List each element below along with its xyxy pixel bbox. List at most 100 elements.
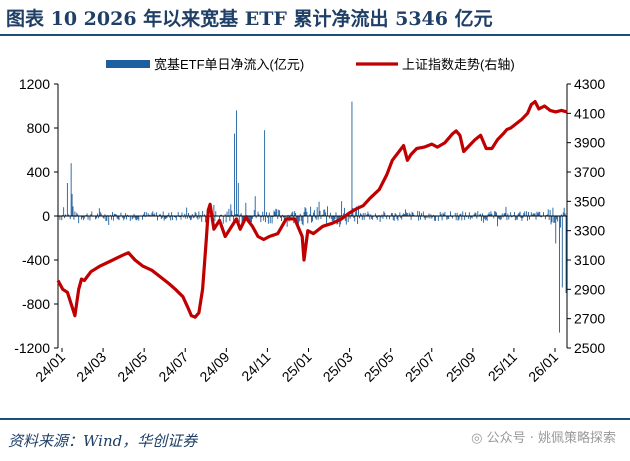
bar: [401, 216, 403, 220]
bar: [549, 209, 551, 216]
left-tick-label: -1200: [14, 340, 50, 356]
bar: [105, 216, 107, 222]
bar: [238, 216, 240, 223]
bar: [326, 216, 328, 226]
bar: [425, 216, 427, 219]
bar: [96, 213, 98, 216]
bar: [459, 214, 461, 216]
bar: [531, 214, 533, 216]
bar: [497, 216, 499, 219]
bar: [103, 216, 105, 219]
line-series: [56, 100, 568, 319]
bar: [204, 214, 205, 216]
bar: [505, 206, 507, 216]
bar: [312, 216, 313, 222]
bar: [180, 216, 182, 220]
bar: [419, 211, 421, 216]
bar: [242, 216, 244, 222]
bar: [115, 214, 117, 216]
bar: [526, 211, 528, 216]
bar: [456, 212, 458, 216]
bar: [409, 213, 411, 216]
bar: [345, 216, 347, 225]
bar: [325, 212, 327, 216]
bar: [408, 212, 410, 216]
bar: [266, 212, 267, 216]
bar: [156, 212, 158, 216]
bar: [114, 213, 116, 216]
bar: [181, 212, 183, 216]
bar: [149, 214, 151, 216]
bar: [127, 214, 128, 216]
right-tick-label: 3900: [574, 135, 605, 151]
bar: [235, 214, 236, 216]
bar: [321, 214, 323, 216]
bar: [116, 216, 118, 219]
bar: [431, 216, 433, 219]
bar: [484, 216, 486, 221]
x-tick-label: 25/07: [402, 349, 438, 385]
bar: [344, 216, 346, 221]
bar: [485, 216, 487, 220]
bar: [475, 212, 477, 216]
bar: [160, 216, 162, 219]
bar: [239, 214, 241, 216]
bar: [302, 216, 304, 226]
bar: [552, 207, 554, 216]
bar: [73, 216, 75, 220]
x-tick-label: 24/09: [196, 349, 232, 385]
legend-bar-label: 宽基ETF单日净流入(亿元): [154, 57, 304, 72]
bar: [559, 216, 560, 333]
bar: [292, 211, 294, 216]
bar: [446, 216, 448, 220]
bar: [430, 214, 432, 216]
bar: [322, 214, 324, 216]
bar: [74, 211, 76, 216]
bar: [315, 216, 317, 220]
bar: [464, 216, 466, 220]
bar: [422, 211, 424, 216]
legend-bar-swatch: [106, 60, 150, 68]
bar: [376, 216, 378, 220]
bar: [147, 213, 149, 216]
bar: [222, 216, 224, 224]
bar: [71, 194, 73, 216]
bar: [117, 216, 119, 220]
bar: [202, 210, 204, 216]
bar: [189, 216, 191, 221]
bar: [279, 210, 281, 216]
right-tick-label: 3700: [574, 164, 605, 180]
bar: [111, 216, 112, 220]
bar: [454, 212, 456, 216]
bar: [85, 214, 87, 216]
bar: [241, 216, 243, 224]
bar: [72, 206, 74, 216]
bar: [370, 214, 372, 216]
bar: [391, 213, 393, 216]
x-tick-label: 25/03: [320, 349, 356, 385]
right-tick-label: 2700: [574, 311, 605, 327]
legend-line-label: 上证指数走势(右轴): [402, 57, 515, 72]
bar: [443, 214, 445, 216]
bar: [234, 133, 236, 216]
right-tick-label: 3500: [574, 193, 605, 209]
bar: [168, 212, 170, 216]
bar: [494, 211, 496, 216]
bar: [192, 216, 194, 219]
bar: [125, 213, 127, 216]
bar: [470, 216, 472, 218]
bar: [400, 216, 402, 219]
bar: [154, 213, 156, 216]
bar: [113, 213, 115, 216]
bar: [514, 216, 516, 221]
bar: [97, 216, 99, 219]
bar: [528, 216, 530, 220]
x-tick-label: 25/11: [485, 349, 521, 385]
bar: [397, 216, 399, 221]
bar: [403, 213, 405, 216]
bar: [479, 214, 481, 216]
bar: [548, 216, 550, 221]
left-tick-label: -800: [22, 296, 50, 312]
bar: [229, 216, 231, 222]
bar: [357, 216, 359, 225]
